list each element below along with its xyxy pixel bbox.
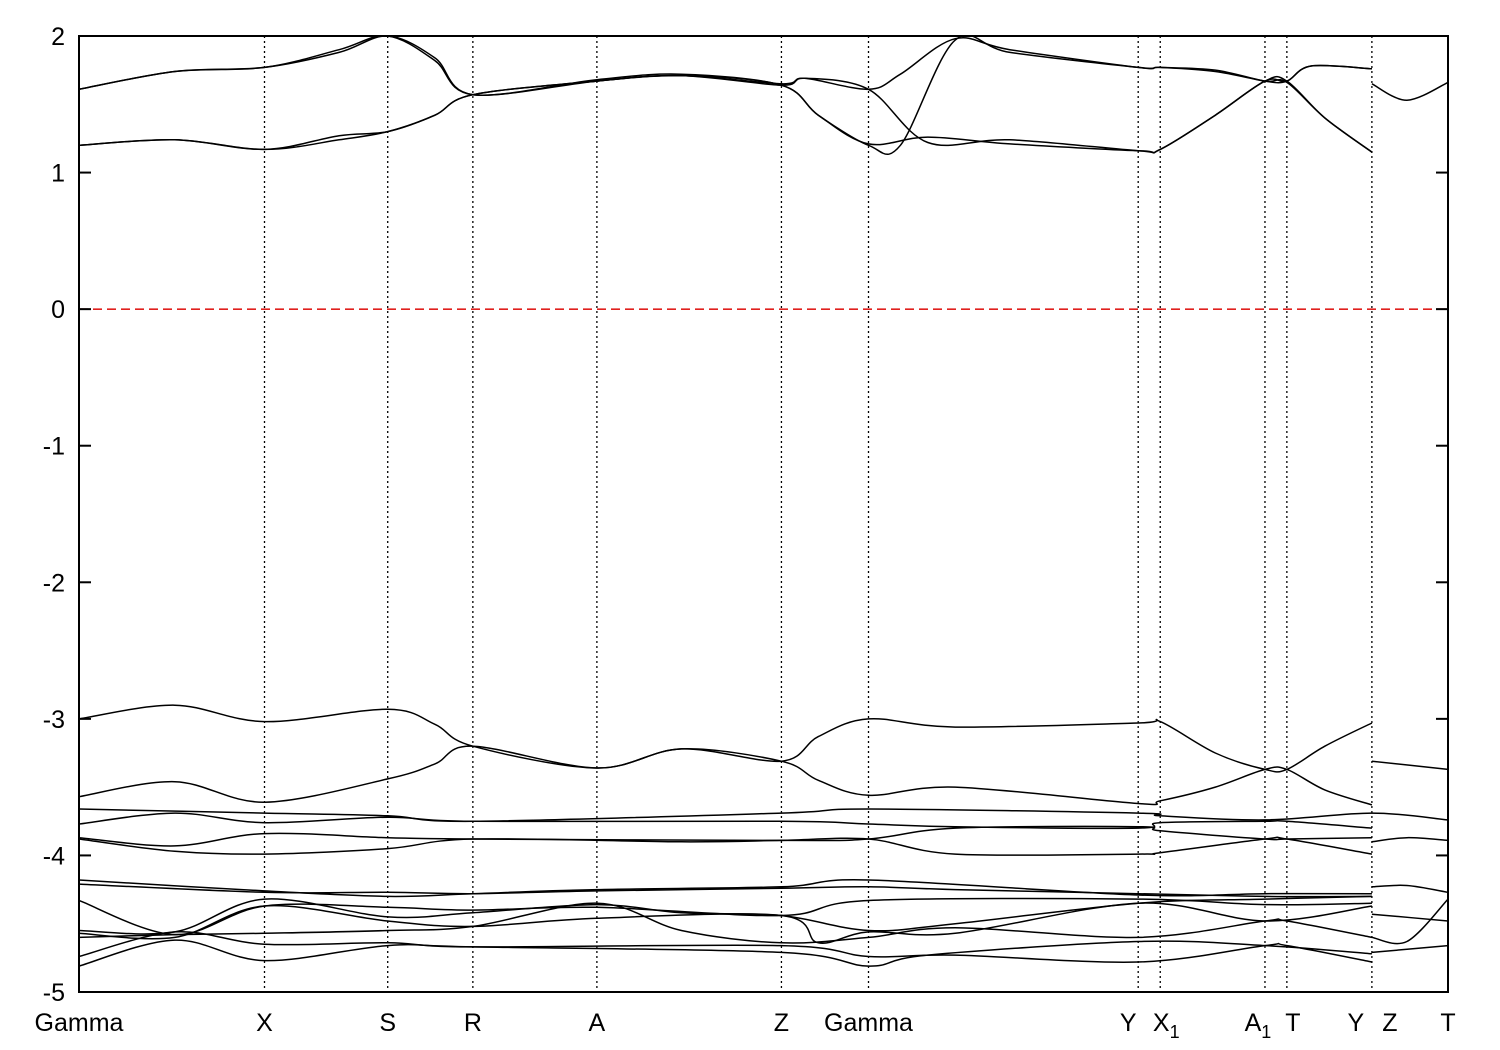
kpoint-label: Y [1348,1009,1365,1037]
band-3 [79,64,1372,154]
kpoint-label: Z [774,1009,789,1037]
band-22 [79,930,1373,963]
band-9 [79,812,1372,830]
kpoint-label: Gamma [824,1009,913,1037]
band-23 [79,939,1372,967]
kpoint-label: R [464,1009,482,1037]
kpoint-label: A [589,1009,606,1037]
y-tick-label: 1 [51,160,65,188]
plot-frame [78,35,1449,993]
band-14 [79,883,1372,898]
x-axis-kpoint-labels: Gamma X S R A Z Gamma Y X1 A1 T Y Z T [35,1009,1456,1042]
band-10 [79,825,1372,847]
band-24 [1371,944,1448,954]
kpoint-label: X [256,1009,273,1037]
y-tick-label: -4 [43,842,65,870]
kpoint-label: X1 [1153,1009,1180,1042]
kpoint-label: S [379,1009,396,1037]
kpoint-label: Y [1120,1009,1137,1037]
y-tick-label: -2 [43,569,65,597]
y-tick-label: 0 [51,296,65,324]
band-11 [79,836,1373,857]
band-7 [1371,760,1448,771]
band-4 [1371,81,1448,101]
band-8 [79,808,1448,823]
band-20 [79,902,1373,944]
y-tick-label: 2 [51,23,65,51]
band-12 [1371,836,1448,843]
band-19 [79,902,1373,944]
kpoint-label: A1 [1245,1009,1272,1042]
band-13 [79,879,1372,898]
kpoint-label: T [1285,1009,1300,1037]
band-21 [1371,898,1448,945]
band-6 [79,745,1373,806]
band-15 [1371,884,1448,894]
kpoint-label: Z [1382,1009,1397,1037]
kpoint-label: T [1440,1009,1455,1037]
kpoint-label: Gamma [35,1009,124,1037]
y-axis-ticks: 2 1 0 -1 -2 -3 -4 -5 [43,23,1448,1007]
band-5 [79,704,1373,773]
y-tick-label: -1 [43,433,65,461]
y-tick-label: -5 [43,979,65,1007]
band-lines [79,36,1448,967]
kpoint-divider-lines [263,36,1373,992]
band-18 [1371,913,1448,922]
y-tick-label: -3 [43,706,65,734]
